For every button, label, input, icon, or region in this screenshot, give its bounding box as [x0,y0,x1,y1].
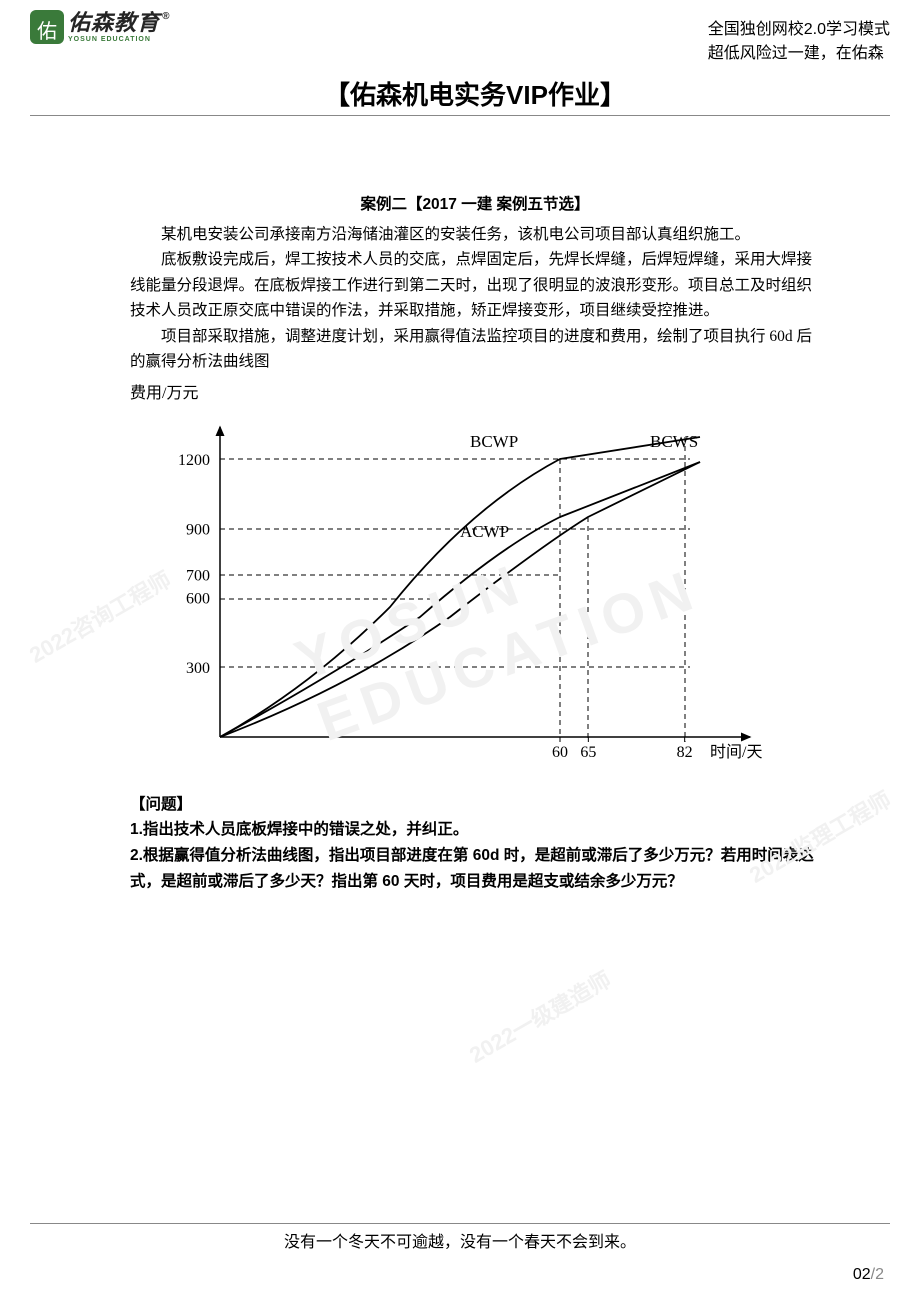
svg-text:BCWP: BCWP [470,432,518,451]
logo: 佑森教育® YOSUN EDUCATION [30,10,170,44]
case-title: 案例二【2017 一建 案例五节选】 [130,192,820,218]
logo-text: 佑森教育® YOSUN EDUCATION [68,12,170,43]
page-number: 02/2 [853,1266,884,1284]
svg-text:BCWS: BCWS [650,432,698,451]
svg-text:300: 300 [186,660,210,677]
header-right-line1: 全国独创网校2.0学习模式 [708,18,890,42]
question-2: 2.根据赢得值分析法曲线图，指出项目部进度在第 60d 时，是超前或滞后了多少万… [130,843,820,894]
para-3: 项目部采取措施，调整进度计划，采用赢得值法监控项目的进度和费用，绘制了项目执行 … [130,324,820,375]
svg-text:600: 600 [186,591,210,608]
logo-cn: 佑森教育® [68,12,170,34]
header-right: 全国独创网校2.0学习模式 超低风险过一建，在佑森 [708,18,890,66]
svg-text:1200: 1200 [178,452,210,469]
svg-text:65: 65 [580,744,596,761]
watermark-small-3: 2022一级建造师 [463,962,617,1069]
footer-text: 没有一个冬天不可逾越，没有一个春天不会到来。 [0,1228,920,1252]
svg-text:82: 82 [677,744,693,761]
header-right-line2: 超低风险过一建，在佑森 [708,42,890,66]
logo-en: YOSUN EDUCATION [68,36,170,43]
header: 佑森教育® YOSUN EDUCATION 全国独创网校2.0学习模式 超低风险… [30,10,890,70]
svg-text:时间/天: 时间/天 [710,743,762,761]
page-number-current: 02 [853,1266,871,1283]
chart: 费用/万元 300 600 700 900 1200 60 65 82 BCWP BCWS ACWP… [130,381,820,786]
question-1: 1.指出技术人员底板焊接中的错误之处，并纠正。 [130,817,820,843]
logo-mark-icon [30,10,64,44]
para-2: 底板敷设完成后，焊工按技术人员的交底，点焊固定后，先焊长焊缝，后焊短焊缝，采用大… [130,247,820,324]
page: YOSUN EDUCATION 2022咨询工程师 2022监理工程师 2022… [0,0,920,1302]
y-axis-label: 费用/万元 [130,381,820,407]
body: 案例二【2017 一建 案例五节选】 某机电安装公司承接南方沿海储油灌区的安装任… [130,192,820,894]
footer-rule [30,1223,890,1224]
page-number-total: /2 [871,1266,884,1283]
chart-svg: 300 600 700 900 1200 60 65 82 BCWP BCWS ACWP 时间/天 [130,407,770,777]
svg-text:900: 900 [186,522,210,539]
svg-text:60: 60 [552,744,568,761]
questions-heading: 【问题】 [130,792,820,818]
svg-text:700: 700 [186,568,210,585]
para-1: 某机电安装公司承接南方沿海储油灌区的安装任务，该机电公司项目部认真组织施工。 [130,222,820,248]
page-title: 【佑森机电实务VIP作业】 [130,75,820,112]
header-rule [30,115,890,116]
svg-text:ACWP: ACWP [460,522,509,541]
